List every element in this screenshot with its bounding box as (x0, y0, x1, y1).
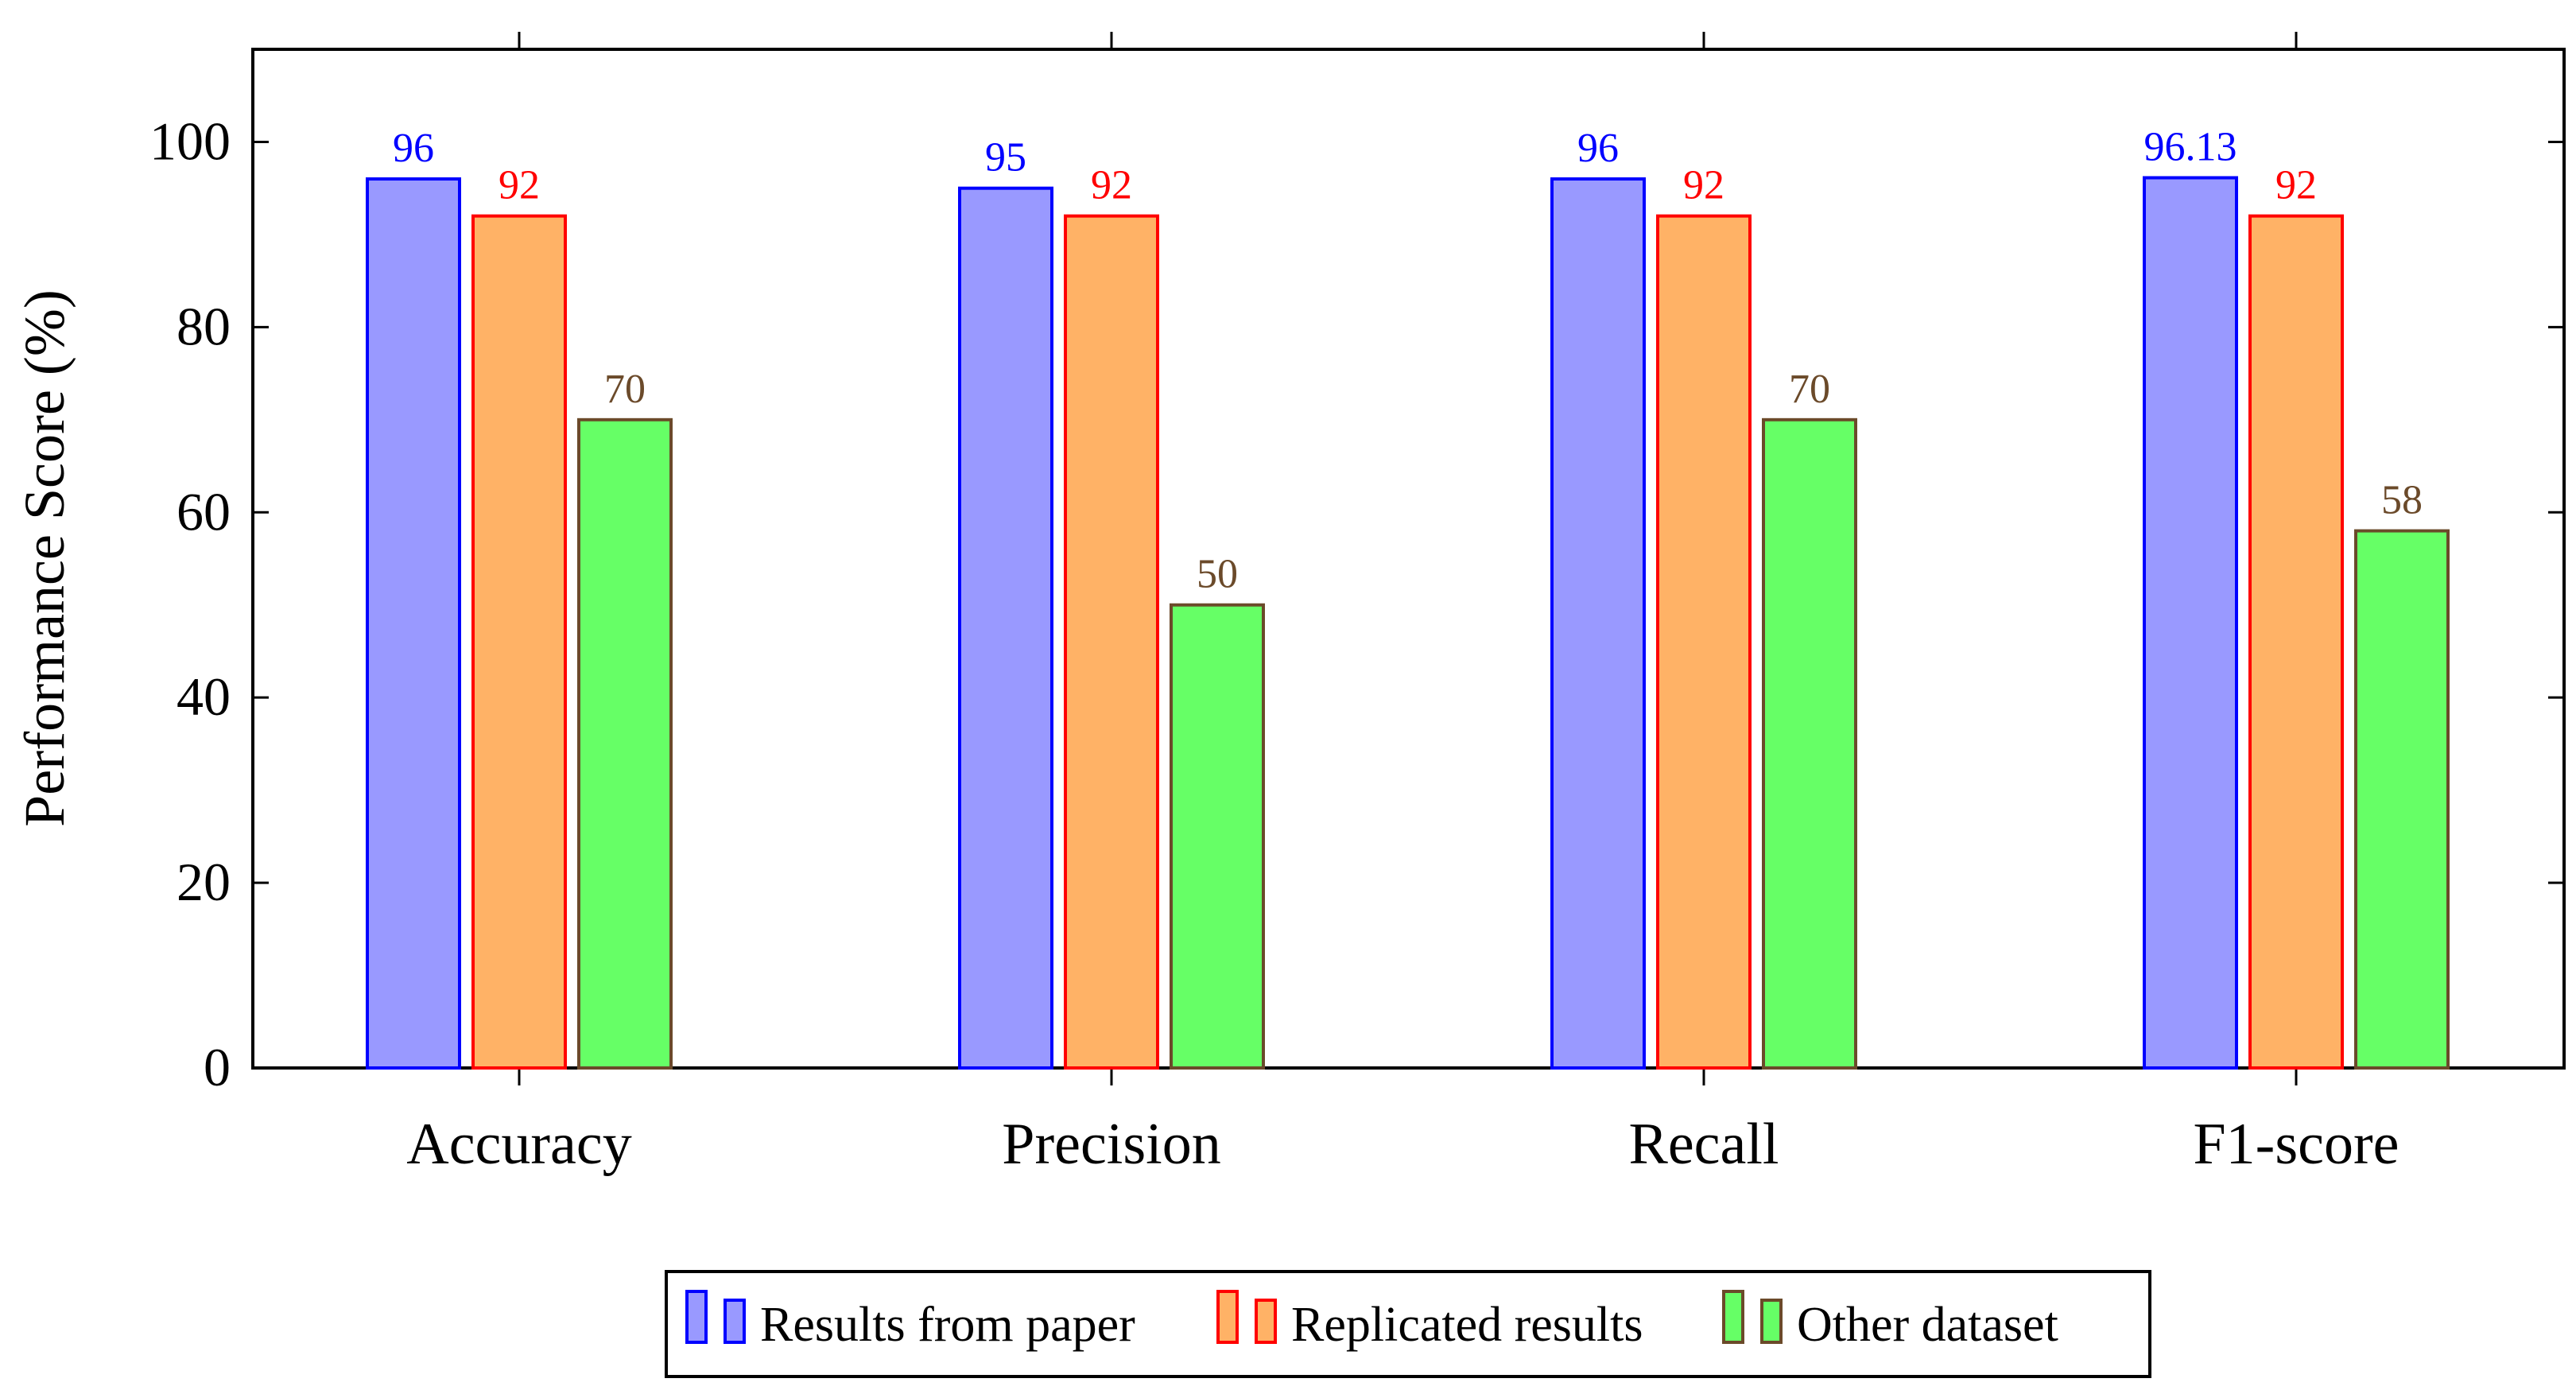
bar-recall-series-1 (1550, 177, 1646, 1070)
bar-accuracy-series-2 (471, 214, 567, 1070)
bar-recall-series-2 (1656, 214, 1752, 1070)
x-tick-label: Accuracy (406, 1112, 631, 1177)
bar-value-label: 96 (393, 126, 434, 171)
y-tick-label: 60 (177, 481, 231, 542)
bar-precision-series-1 (958, 186, 1053, 1070)
y-tick-label: 100 (149, 111, 231, 171)
bar-precision-series-2 (1064, 214, 1159, 1070)
y-tick-label: 40 (177, 666, 231, 727)
legend-label: Replicated results (1291, 1298, 1643, 1352)
plot-area (251, 48, 2566, 1070)
legend-entry: Replicated results (1216, 1290, 1643, 1352)
legend: Results from paper Replicated results Othe… (665, 1270, 2151, 1378)
legend-box (665, 1270, 2151, 1378)
legend-swatch (1255, 1299, 1277, 1344)
legend-entry: Other dataset (1722, 1290, 2058, 1352)
x-tick-label: Recall (1628, 1112, 1779, 1177)
axis-ticks (253, 32, 2564, 1085)
legend-swatch (724, 1299, 746, 1344)
bar-f1-score-series-1 (2143, 176, 2238, 1070)
bar-value-label: 50 (1197, 552, 1238, 597)
bar-value-label: 92 (1091, 163, 1132, 208)
bar-value-label: 96.13 (2144, 125, 2237, 170)
bar-value-label: 92 (1683, 163, 1724, 208)
legend-entry: Results from paper (685, 1290, 1135, 1352)
bar-value-label: 95 (985, 135, 1026, 181)
x-tick-label: F1-score (2194, 1112, 2399, 1177)
legend-label: Results from paper (760, 1298, 1135, 1352)
bar-accuracy-series-3 (577, 417, 673, 1070)
x-tick-label: Precision (1002, 1112, 1220, 1177)
bar-value-label: 58 (2381, 478, 2423, 523)
bar-accuracy-series-1 (366, 177, 461, 1070)
y-tick-label: 80 (177, 296, 231, 356)
bar-labels: 96 95 96 96.13 92 92 92 92 70 50 70 58 (393, 125, 2423, 597)
legend-swatch (1216, 1290, 1239, 1344)
y-tick-labels: 0 20 40 60 80 100 (149, 111, 231, 1097)
legend-swatch (1760, 1299, 1783, 1344)
bar-value-label: 96 (1577, 126, 1619, 171)
y-tick-label: 0 (204, 1037, 231, 1097)
legend-swatch (685, 1290, 708, 1344)
bar-precision-series-3 (1170, 603, 1265, 1070)
y-axis-label: Performance Score (%) (13, 289, 76, 827)
bar-value-label: 70 (1789, 367, 1830, 412)
bar-value-label: 92 (2275, 163, 2317, 208)
x-tick-labels: Accuracy Precision Recall F1-score (406, 1112, 2399, 1177)
bar-recall-series-3 (1762, 417, 1857, 1070)
y-tick-label: 20 (177, 852, 231, 912)
bar-f1-score-series-2 (2248, 214, 2344, 1070)
bars (366, 176, 2450, 1070)
bar-value-label: 92 (499, 163, 540, 208)
legend-label: Other dataset (1797, 1298, 2058, 1352)
legend-swatch (1722, 1290, 1744, 1344)
bar-value-label: 70 (604, 367, 646, 412)
bar-f1-score-series-3 (2354, 529, 2450, 1070)
